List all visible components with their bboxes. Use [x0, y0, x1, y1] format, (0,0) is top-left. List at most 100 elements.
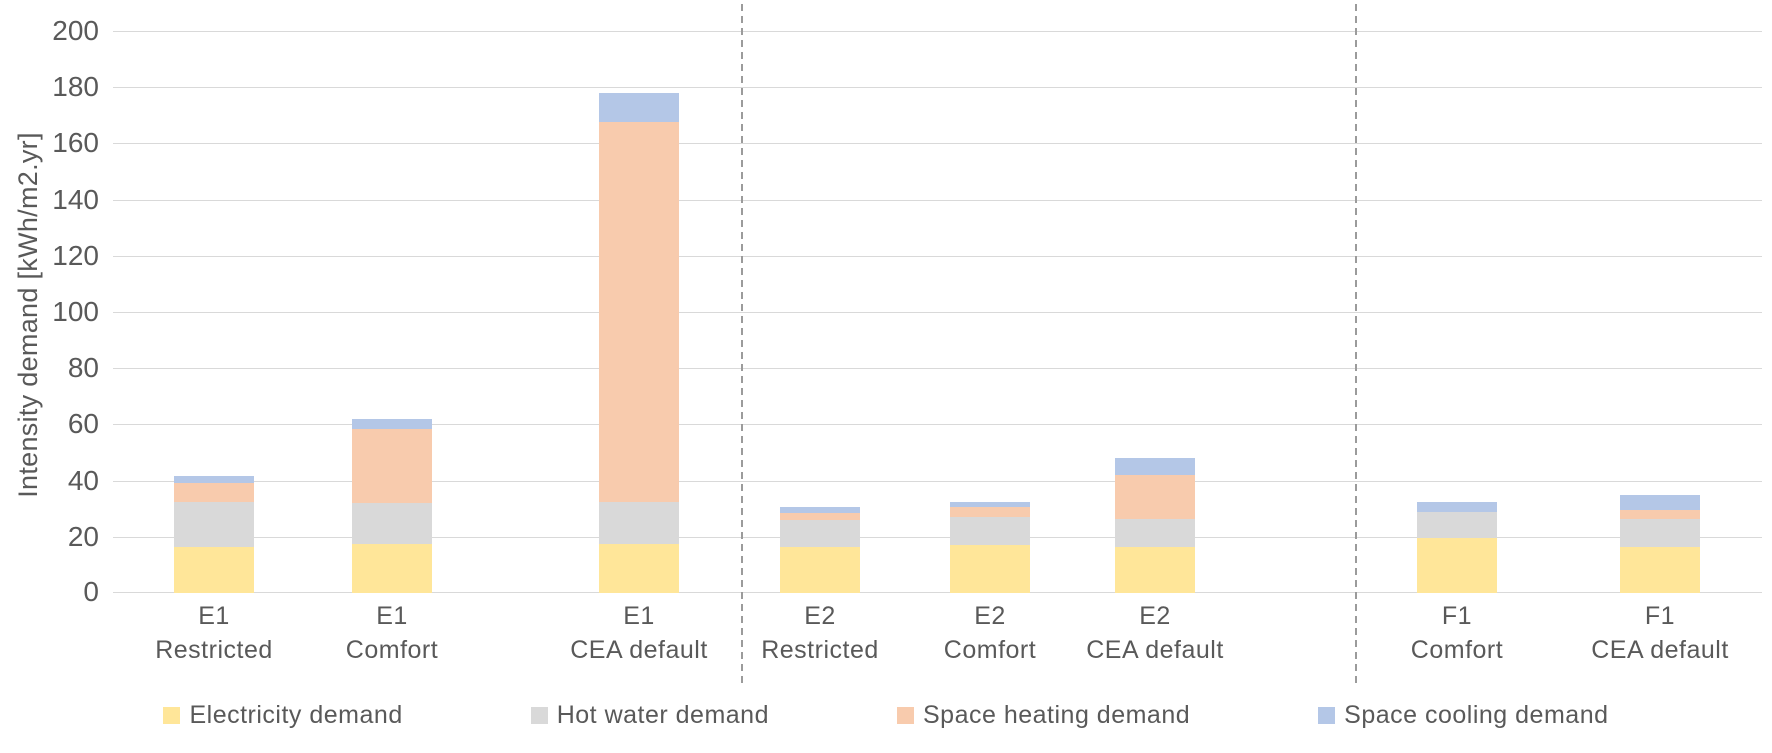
y-tick-label-180: 180 [52, 71, 99, 102]
bar-f1-comfort [1417, 501, 1497, 593]
y-tick-label-0: 0 [83, 576, 99, 607]
category-label-bottom: CEA default [570, 636, 708, 664]
gridline-120 [113, 256, 1762, 257]
category-label-0: E1 Restricted [64, 599, 364, 667]
bar-segment-space-cooling-demand [780, 507, 860, 513]
gridline-200 [113, 31, 1762, 32]
bar-segment-space-cooling-demand [174, 476, 254, 484]
bar-segment-electricity-demand [1620, 546, 1700, 593]
gridline-180 [113, 87, 1762, 88]
y-tick-label-80: 80 [67, 352, 99, 383]
category-label-top: F1 [1644, 602, 1676, 630]
legend-item-electricity-demand: Electricity demand [163, 701, 402, 730]
bar-segment-space-heating-demand [780, 512, 860, 520]
bar-segment-electricity-demand [599, 543, 679, 593]
legend-swatch-icon [163, 707, 181, 724]
bar-segment-space-heating-demand [174, 483, 254, 502]
bar-e2-comfort [950, 501, 1030, 593]
legend-label: Hot water demand [556, 701, 769, 729]
y-tick-label-140: 140 [52, 184, 99, 215]
bar-segment-hot-water-demand [352, 503, 432, 544]
bar-segment-space-cooling-demand [1620, 494, 1700, 511]
category-label-bottom: Restricted [761, 636, 879, 664]
bar-segment-space-heating-demand [352, 428, 432, 504]
y-tick-label-120: 120 [52, 240, 99, 271]
legend-swatch-icon [530, 707, 548, 724]
bar-segment-hot-water-demand [1115, 518, 1195, 547]
gridline-80 [113, 368, 1762, 369]
legend-label: Space cooling demand [1344, 701, 1609, 729]
legend-swatch-icon [897, 707, 914, 724]
gridline-60 [113, 424, 1762, 425]
x-axis-labels: E1 Restricted E1 Comfort E1 CEA default E2 Rest… [0, 599, 1772, 669]
bar-segment-space-heating-demand [1115, 474, 1195, 519]
gridline-100 [113, 312, 1762, 313]
bar-segment-space-cooling-demand [950, 501, 1030, 508]
y-tick-label-40: 40 [67, 465, 99, 496]
bar-segment-space-cooling-demand [1115, 458, 1195, 475]
bar-segment-space-heating-demand [599, 122, 679, 502]
bar-segment-electricity-demand [1115, 546, 1195, 593]
category-label-top: E1 [198, 602, 230, 630]
bar-e1-comfort [352, 418, 432, 593]
y-tick-label-20: 20 [67, 521, 99, 552]
y-tick-label-100: 100 [52, 296, 99, 327]
category-label-3: E2 Restricted [670, 599, 970, 667]
gridline-0 [113, 592, 1762, 593]
category-label-top: F1 [1441, 602, 1473, 630]
legend: Electricity demand Hot water demand Space … [0, 701, 1772, 730]
bar-segment-space-heating-demand [950, 507, 1030, 518]
category-label-6: F1 Comfort [1307, 599, 1607, 667]
gridline-20 [113, 537, 1762, 538]
category-label-bottom: Comfort [1410, 636, 1504, 664]
bar-segment-space-heating-demand [1620, 510, 1700, 519]
bar-segment-space-cooling-demand [352, 418, 432, 429]
category-label-top: E1 [376, 602, 408, 630]
legend-swatch-icon [1318, 707, 1336, 724]
bar-segment-electricity-demand [950, 545, 1030, 593]
legend-label: Space heating demand [923, 701, 1191, 729]
gridline-140 [113, 200, 1762, 201]
bar-segment-space-cooling-demand [599, 92, 679, 123]
bar-e1-cea-default [599, 92, 679, 593]
bar-segment-electricity-demand [780, 546, 860, 593]
bar-segment-hot-water-demand [950, 517, 1030, 546]
category-label-bottom: Restricted [155, 636, 273, 664]
y-axis-tick-labels: 0 20 40 60 80 100 120 140 160 180 200 [0, 15, 99, 607]
category-label-5: E2 CEA default [1005, 599, 1305, 667]
bar-segment-hot-water-demand [1620, 518, 1700, 547]
category-label-top: E2 [974, 602, 1006, 630]
category-label-bottom: Comfort [943, 636, 1037, 664]
bar-e2-restricted [780, 507, 860, 593]
category-label-1: E1 Comfort [242, 599, 542, 667]
bar-f1-cea-default [1620, 494, 1700, 593]
bar-segment-electricity-demand [174, 546, 254, 593]
bar-segment-hot-water-demand [780, 519, 860, 547]
category-label-bottom: CEA default [1086, 636, 1224, 664]
y-tick-label-160: 160 [52, 127, 99, 158]
gridline-160 [113, 143, 1762, 144]
y-tick-label-60: 60 [67, 408, 99, 439]
category-label-top: E2 [1139, 602, 1171, 630]
legend-item-hot-water-demand: Hot water demand [530, 701, 769, 730]
category-label-top: E2 [804, 602, 836, 630]
category-label-bottom: CEA default [1591, 636, 1729, 664]
category-label-top: E1 [623, 602, 655, 630]
group-separator-0 [741, 4, 743, 684]
plot-area [113, 31, 1762, 593]
gridline-40 [113, 481, 1762, 482]
bar-segment-hot-water-demand [1417, 511, 1497, 539]
category-label-bottom: Comfort [345, 636, 439, 664]
category-label-7: F1 CEA default [1510, 599, 1772, 667]
group-separator-1 [1355, 4, 1357, 684]
bar-segment-electricity-demand [1417, 538, 1497, 593]
category-label-2: E1 CEA default [489, 599, 789, 667]
y-tick-label-200: 200 [52, 15, 99, 46]
legend-item-space-cooling-demand: Space cooling demand [1318, 701, 1608, 730]
legend-label: Electricity demand [189, 701, 403, 729]
bar-segment-space-cooling-demand [1417, 501, 1497, 512]
bar-segment-hot-water-demand [599, 501, 679, 544]
bar-segment-electricity-demand [352, 543, 432, 593]
category-label-4: E2 Comfort [840, 599, 1140, 667]
